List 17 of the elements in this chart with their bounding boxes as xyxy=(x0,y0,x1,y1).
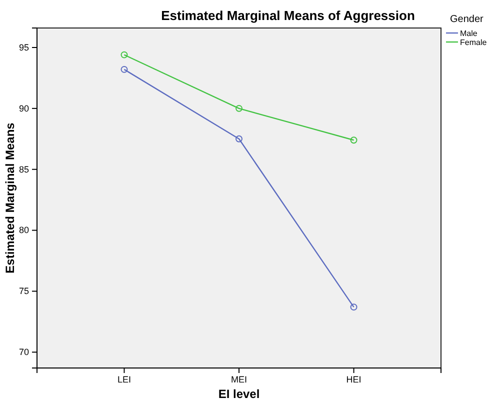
x-tick-label: LEI xyxy=(117,374,131,384)
y-tick-label: 80 xyxy=(18,225,29,236)
legend-label: Female xyxy=(460,38,488,47)
legend-title: Gender xyxy=(450,14,484,25)
y-tick-label: 70 xyxy=(18,347,29,358)
y-tick-label: 95 xyxy=(18,42,29,52)
x-tick-label: HEI xyxy=(346,374,362,384)
y-axis-title: Estimated Marginal Means xyxy=(3,122,17,274)
y-tick-label: 90 xyxy=(18,103,29,114)
y-tick-label: 85 xyxy=(18,164,29,174)
point xyxy=(236,135,242,142)
x-tick-label: MEI xyxy=(230,374,248,384)
y-tick-label: 75 xyxy=(18,286,29,296)
point xyxy=(236,104,242,112)
x-axis-title: EI level xyxy=(218,387,260,401)
legend-label: Male xyxy=(460,29,478,38)
chart-title: Estimated Marginal Means of Aggression xyxy=(161,8,415,23)
